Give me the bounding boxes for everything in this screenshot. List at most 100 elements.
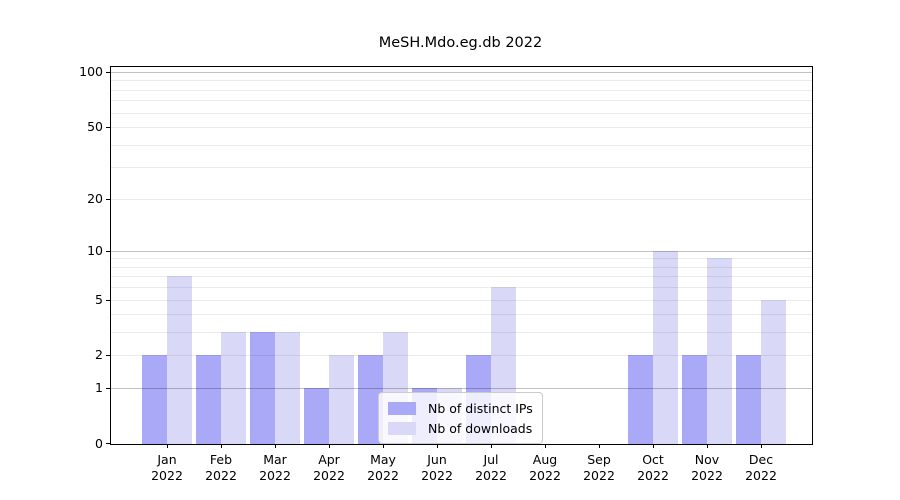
legend: Nb of distinct IPs Nb of downloads <box>378 392 543 444</box>
bar-distinct-ips-jan <box>142 355 167 444</box>
bar-downloads-feb <box>221 332 246 444</box>
x-tick-month: Feb <box>209 452 233 467</box>
y-tick-100 <box>106 71 110 73</box>
bar-distinct-ips-mar <box>250 332 275 444</box>
x-tick-month: May <box>370 452 396 467</box>
minor-gridline-90 <box>111 80 812 82</box>
y-tick-50 <box>106 127 110 128</box>
major-gridline-100 <box>111 71 812 73</box>
x-tick-nov <box>707 444 708 448</box>
bar-downloads-apr <box>329 355 354 444</box>
minor-gridline-3 <box>111 332 812 334</box>
x-tick-label-jun: Jun 2022 <box>405 452 469 484</box>
x-tick-year: 2022 <box>637 468 669 483</box>
plot-area: 0 1 2 5 10 20 50 100 Jan 2022 Feb 2022 Mar 2022 Apr 202… <box>79 64 813 483</box>
x-tick-year: 2022 <box>475 468 507 483</box>
minor-gridline-20 <box>111 198 812 200</box>
y-tick-2 <box>106 355 110 357</box>
x-tick-month: Apr <box>318 452 340 467</box>
x-tick-year: 2022 <box>421 468 453 483</box>
bar-distinct-ips-apr <box>304 388 329 444</box>
x-tick-label-may: May 2022 <box>351 452 415 484</box>
x-tick-label-feb: Feb 2022 <box>189 452 253 484</box>
y-tick-10 <box>106 250 110 252</box>
legend-label-downloads: Nb of downloads <box>428 420 533 436</box>
x-tick-sep <box>599 444 600 448</box>
y-tick-label-2: 2 <box>95 347 103 363</box>
minor-gridline-40 <box>111 144 812 146</box>
x-tick-jun <box>437 444 438 448</box>
minor-gridline-6 <box>111 287 812 289</box>
x-tick-year: 2022 <box>259 468 291 483</box>
x-tick-jan <box>167 444 168 448</box>
y-tick-label-100: 100 <box>79 63 103 79</box>
grid-layer <box>111 67 812 444</box>
x-tick-label-mar: Mar 2022 <box>243 452 307 484</box>
x-tick-month: Dec <box>748 452 774 467</box>
x-tick-label-jul: Jul 2022 <box>459 452 523 484</box>
y-tick-label-1: 1 <box>95 380 103 396</box>
bar-distinct-ips-feb <box>196 355 221 444</box>
x-tick-year: 2022 <box>367 468 399 483</box>
axis-layer: 0 1 2 5 10 20 50 100 Jan 2022 Feb 2022 Mar 2022 Apr 202… <box>79 64 812 483</box>
x-tick-year: 2022 <box>691 468 723 483</box>
bar-distinct-ips-nov <box>682 355 707 444</box>
x-tick-apr <box>329 444 330 448</box>
x-tick-month: Aug <box>532 452 558 467</box>
x-tick-month: Nov <box>694 452 720 467</box>
y-tick-label-0: 0 <box>95 436 103 451</box>
bar-downloads-dec <box>761 299 786 444</box>
x-tick-label-nov: Nov 2022 <box>675 452 739 484</box>
bar-downloads-jan <box>167 276 192 444</box>
legend-swatch-downloads <box>388 421 416 435</box>
x-tick-may <box>383 444 384 448</box>
x-tick-month: Mar <box>263 452 287 467</box>
y-tick-1 <box>106 388 110 390</box>
y-tick-5 <box>106 299 110 301</box>
major-gridline-1 <box>111 388 812 390</box>
bar-downloads-mar <box>275 332 300 444</box>
minor-gridline-2 <box>111 355 812 357</box>
minor-gridline-9 <box>111 258 812 260</box>
bar-downloads-nov <box>707 258 732 444</box>
bar-downloads-oct <box>653 250 678 444</box>
x-tick-label-apr: Apr 2022 <box>297 452 361 484</box>
y-tick-label-10: 10 <box>87 242 103 258</box>
minor-gridline-4 <box>111 314 812 316</box>
x-tick-year: 2022 <box>313 468 345 483</box>
minor-gridline-30 <box>111 167 812 169</box>
x-tick-label-sep: Sep 2022 <box>567 452 631 484</box>
minor-gridline-80 <box>111 89 812 91</box>
x-tick-label-oct: Oct 2022 <box>621 452 685 484</box>
x-tick-feb <box>221 444 222 448</box>
x-tick-year: 2022 <box>745 468 777 483</box>
x-tick-year: 2022 <box>151 468 183 483</box>
minor-gridline-70 <box>111 100 812 102</box>
legend-entry-distinct-ips: Nb of distinct IPs <box>388 398 533 418</box>
minor-gridline-5 <box>111 299 812 301</box>
x-tick-mar <box>275 444 276 448</box>
x-tick-label-jan: Jan 2022 <box>135 452 199 484</box>
legend-entry-downloads: Nb of downloads <box>388 418 533 438</box>
x-tick-month: Jul <box>483 452 499 467</box>
y-tick-label-50: 50 <box>87 119 103 134</box>
legend-label-distinct-ips: Nb of distinct IPs <box>428 400 533 416</box>
x-tick-year: 2022 <box>205 468 237 483</box>
minor-gridline-50 <box>111 127 812 128</box>
bar-distinct-ips-oct <box>628 355 653 444</box>
x-tick-month: Sep <box>587 452 611 467</box>
minor-gridline-8 <box>111 266 812 268</box>
x-tick-month: Oct <box>642 452 664 467</box>
x-tick-jul <box>491 444 492 448</box>
bar-distinct-ips-dec <box>736 355 761 444</box>
y-tick-0 <box>106 443 110 444</box>
x-tick-year: 2022 <box>583 468 615 483</box>
minor-gridline-7 <box>111 276 812 278</box>
legend-swatch-distinct-ips <box>388 401 416 415</box>
x-tick-aug <box>545 444 546 448</box>
x-tick-label-dec: Dec 2022 <box>729 452 793 484</box>
major-gridline-10 <box>111 250 812 252</box>
x-tick-month: Jan <box>157 452 177 467</box>
y-tick-20 <box>106 198 110 200</box>
